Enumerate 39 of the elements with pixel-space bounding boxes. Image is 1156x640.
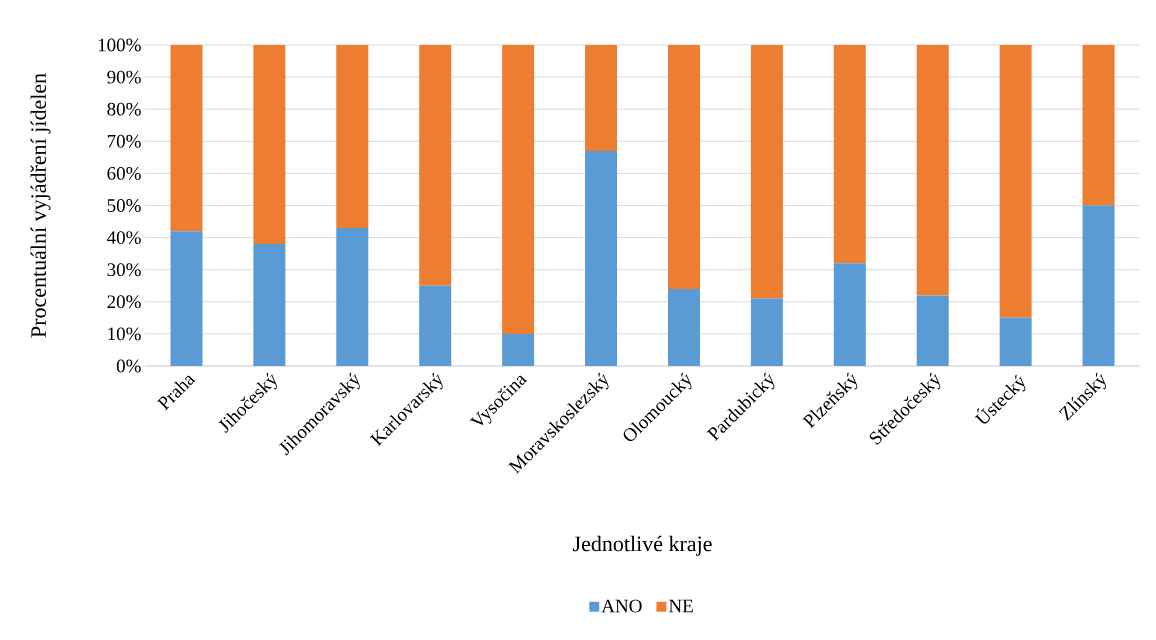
bar bbox=[750, 45, 783, 299]
bar bbox=[999, 317, 1032, 366]
legend-label: ANO bbox=[601, 599, 642, 613]
y-tick-label: 60% bbox=[107, 166, 141, 180]
bar bbox=[419, 45, 452, 286]
y-tick-label: 40% bbox=[107, 231, 141, 245]
bar bbox=[750, 298, 783, 366]
y-tick-label: 90% bbox=[107, 70, 141, 84]
bar bbox=[916, 45, 949, 296]
bar bbox=[502, 333, 535, 366]
y-tick-label: 80% bbox=[107, 102, 141, 116]
bar bbox=[833, 45, 866, 264]
bar bbox=[667, 288, 700, 366]
legend-label: NE bbox=[668, 599, 693, 613]
bar bbox=[667, 45, 700, 289]
bar bbox=[336, 45, 369, 228]
bar bbox=[1082, 205, 1115, 366]
bar bbox=[999, 45, 1032, 318]
x-axis-title: Jednotlivé kraje bbox=[573, 535, 712, 556]
y-tick-label: 30% bbox=[107, 263, 141, 277]
bar bbox=[419, 285, 452, 366]
bar bbox=[253, 45, 286, 245]
bar bbox=[253, 244, 286, 366]
bar bbox=[170, 45, 203, 232]
y-tick-label: 10% bbox=[108, 327, 141, 341]
bar bbox=[833, 263, 866, 366]
bar bbox=[170, 231, 203, 366]
bar bbox=[916, 295, 949, 366]
y-tick-label: 50% bbox=[107, 199, 141, 212]
bar bbox=[336, 227, 369, 366]
y-tick-label: 0% bbox=[116, 359, 141, 373]
bar bbox=[502, 45, 535, 334]
y-tick-label: 20% bbox=[107, 295, 141, 309]
y-axis-title: Procentuální vyjádření jídelen bbox=[30, 73, 51, 338]
y-tick-label: 70% bbox=[107, 134, 141, 148]
bar bbox=[1082, 45, 1115, 206]
bar bbox=[585, 45, 618, 151]
y-tick-label: 100% bbox=[98, 38, 141, 52]
bar bbox=[585, 150, 618, 366]
